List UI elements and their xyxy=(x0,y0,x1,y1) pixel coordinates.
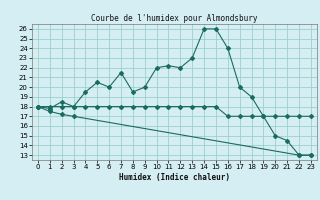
X-axis label: Humidex (Indice chaleur): Humidex (Indice chaleur) xyxy=(119,173,230,182)
Title: Courbe de l'humidex pour Almondsbury: Courbe de l'humidex pour Almondsbury xyxy=(91,14,258,23)
